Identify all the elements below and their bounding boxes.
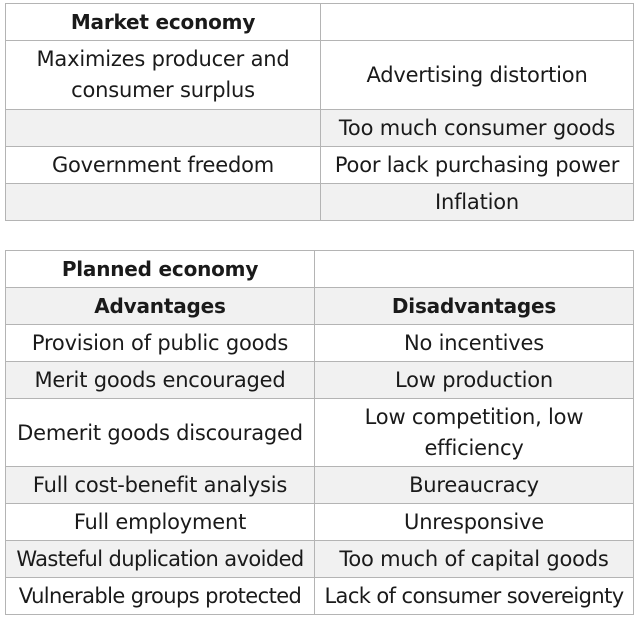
column-header-disadvantages: Disadvantages [314, 287, 634, 325]
advantage-cell: Merit goods encouraged [5, 361, 315, 399]
disadvantage-cell: Bureaucracy [314, 466, 634, 504]
disadvantage-cell: Low competition, low efficiency [314, 398, 634, 467]
planned-economy-table: Planned economy Advantages Disadvantages… [5, 250, 634, 615]
empty-cell [320, 3, 634, 41]
table-title-row: Planned economy [5, 250, 634, 288]
advantage-cell: Full cost-benefit analysis [5, 466, 315, 504]
advantage-cell: Demerit goods discouraged [5, 398, 315, 467]
table-row: Government freedom Poor lack purchasing … [5, 146, 634, 184]
table-row: Full employment Unresponsive [5, 503, 634, 541]
advantage-cell: Vulnerable groups protected [5, 577, 315, 615]
table-row: Provision of public goods No incentives [5, 324, 634, 362]
table-row: Merit goods encouraged Low production [5, 361, 634, 399]
disadvantage-cell: Unresponsive [314, 503, 634, 541]
table-header-row: Advantages Disadvantages [5, 287, 634, 325]
advantage-cell: Maximizes producer and consumer surplus [5, 40, 321, 110]
disadvantage-cell: No incentives [314, 324, 634, 362]
advantage-cell: Full employment [5, 503, 315, 541]
empty-cell [314, 250, 634, 288]
table-row: Wasteful duplication avoided Too much of… [5, 540, 634, 578]
table-row: Too much consumer goods [5, 109, 634, 147]
advantage-cell [5, 109, 321, 147]
table-title: Planned economy [5, 250, 315, 288]
advantage-cell: Wasteful duplication avoided [5, 540, 315, 578]
table-row: Demerit goods discouraged Low competitio… [5, 398, 634, 467]
advantage-cell: Government freedom [5, 146, 321, 184]
disadvantage-cell: Poor lack purchasing power [320, 146, 634, 184]
table-title-row: Market economy [5, 3, 634, 41]
disadvantage-cell: Advertising distortion [320, 40, 634, 110]
disadvantage-cell: Low production [314, 361, 634, 399]
advantage-cell: Provision of public goods [5, 324, 315, 362]
market-economy-table: Market economy Maximizes producer and co… [5, 3, 634, 221]
advantage-cell [5, 183, 321, 221]
table-row: Inflation [5, 183, 634, 221]
table-row: Vulnerable groups protected Lack of cons… [5, 577, 634, 615]
disadvantage-cell: Too much of capital goods [314, 540, 634, 578]
table-row: Full cost-benefit analysis Bureaucracy [5, 466, 634, 504]
table-row: Maximizes producer and consumer surplus … [5, 40, 634, 110]
disadvantage-cell: Inflation [320, 183, 634, 221]
table-title: Market economy [5, 3, 321, 41]
column-header-advantages: Advantages [5, 287, 315, 325]
disadvantage-cell: Lack of consumer sovereignty [314, 577, 634, 615]
disadvantage-cell: Too much consumer goods [320, 109, 634, 147]
